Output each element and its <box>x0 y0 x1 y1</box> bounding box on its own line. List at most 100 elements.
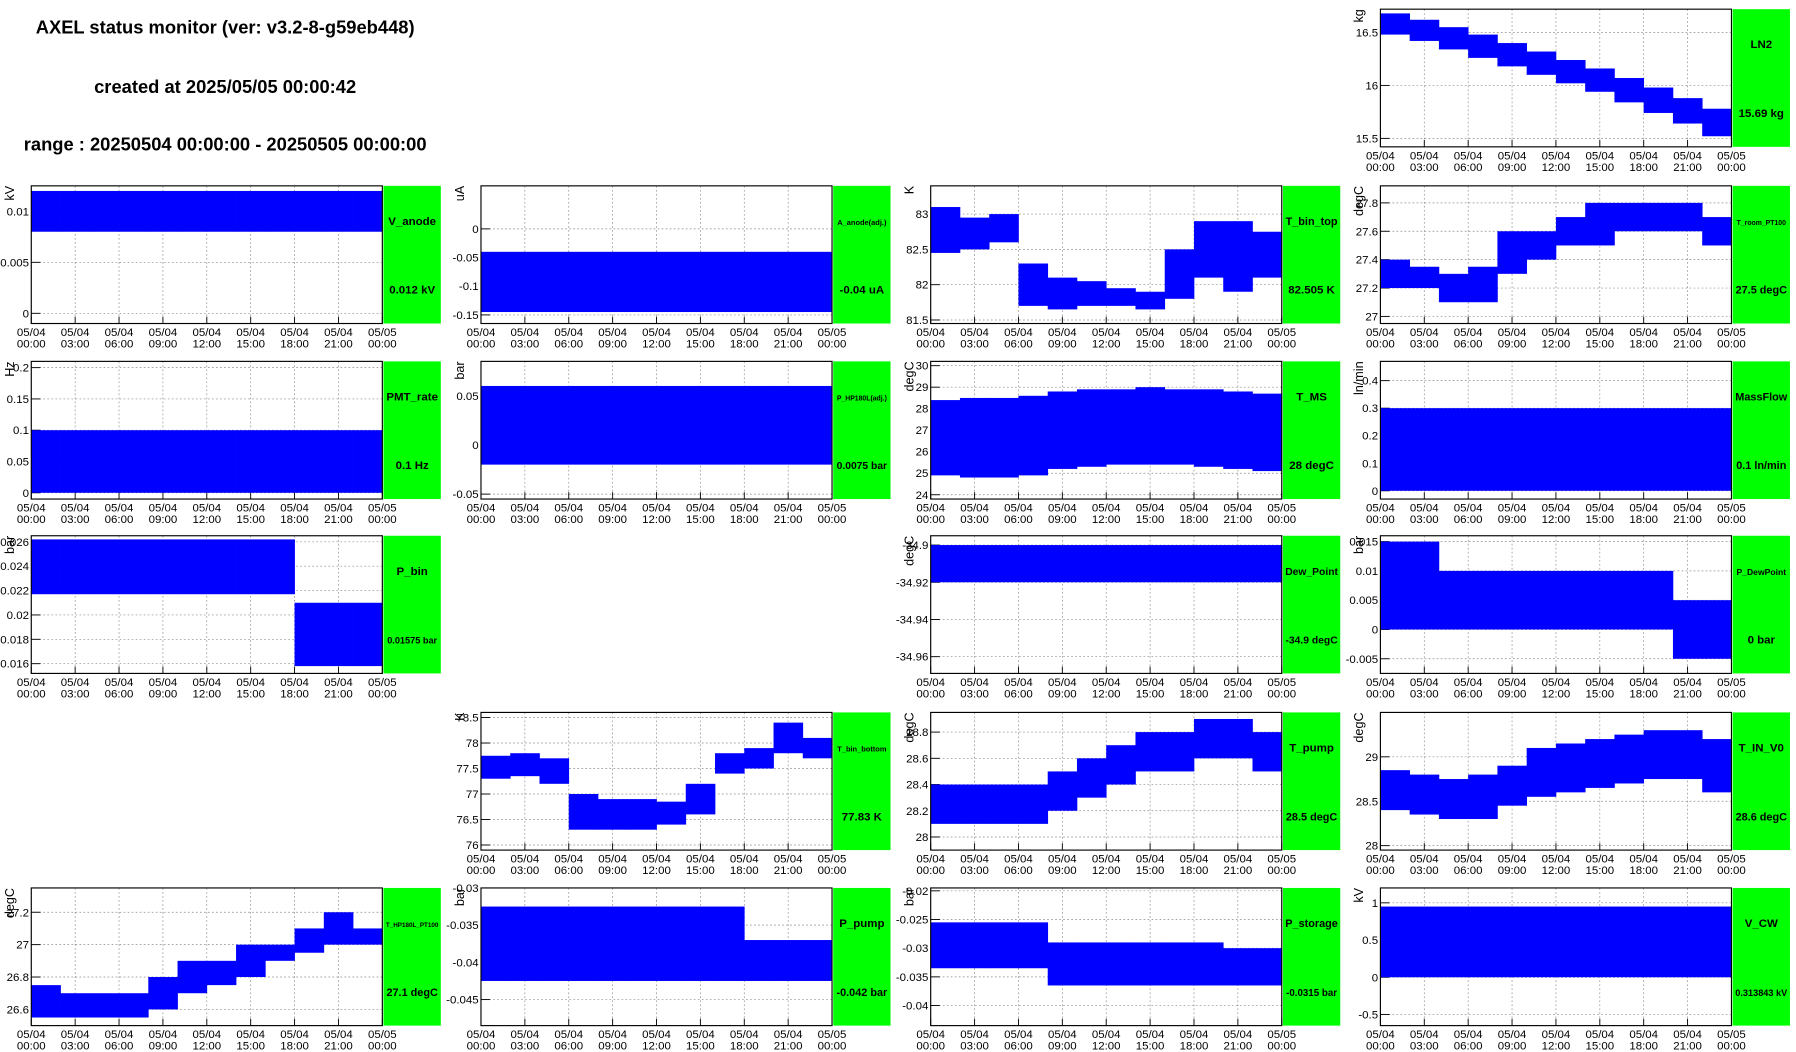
x-tick-time: 21:00 <box>1673 1041 1702 1052</box>
x-tick-time: 06:00 <box>1004 514 1033 526</box>
data-band <box>1526 906 1557 978</box>
x-tick-date: 05/04 <box>1410 150 1439 162</box>
x-tick-time: 03:00 <box>960 1041 989 1052</box>
data-band <box>1526 231 1557 260</box>
x-tick-time: 03:00 <box>511 865 540 877</box>
x-tick-time: 15:00 <box>686 339 715 351</box>
x-tick-date: 05/05 <box>1717 150 1746 162</box>
x-tick-date: 05/04 <box>1224 854 1253 866</box>
status-name: T_bin_top <box>1286 216 1338 228</box>
data-band <box>510 385 540 465</box>
data-band <box>1380 541 1411 630</box>
y-tick-label: 29 <box>1365 752 1378 764</box>
data-band <box>119 190 149 232</box>
x-tick-date: 05/05 <box>1267 1029 1296 1041</box>
data-band <box>1380 259 1411 289</box>
data-band <box>1106 942 1136 986</box>
x-tick-time: 00:00 <box>818 514 847 526</box>
data-band <box>119 430 149 493</box>
y-tick-label: -0.02 <box>902 886 928 898</box>
x-tick-time: 12:00 <box>642 339 671 351</box>
y-tick-label: -0.03 <box>453 883 479 895</box>
x-tick-date: 05/04 <box>642 327 671 339</box>
x-tick-date: 05/04 <box>1410 327 1439 339</box>
data-band <box>1643 906 1674 978</box>
data-band <box>1585 408 1615 491</box>
data-band <box>1555 408 1586 491</box>
panel: 2727.227.427.627.805/0400:0005/0403:0005… <box>1352 185 1790 351</box>
y-axis-unit: Hz <box>3 361 17 376</box>
x-tick-date: 05/04 <box>1180 327 1209 339</box>
x-tick-date: 05/04 <box>1136 854 1165 866</box>
x-tick-time: 00:00 <box>1366 1041 1395 1052</box>
data-band <box>1047 545 1078 583</box>
y-tick-label: 0.1 <box>13 425 29 437</box>
x-tick-date: 05/04 <box>1180 854 1209 866</box>
x-tick-date: 05/04 <box>960 854 989 866</box>
x-tick-time: 12:00 <box>1542 865 1571 877</box>
data-band <box>568 906 599 981</box>
x-tick-date: 05/04 <box>1048 677 1077 689</box>
status-name: P_HP180L(adj.) <box>837 395 887 402</box>
x-tick-date: 05/04 <box>467 327 496 339</box>
data-band <box>177 539 208 595</box>
x-tick-date: 05/04 <box>554 503 583 515</box>
x-tick-time: 00:00 <box>916 514 945 526</box>
status-box <box>1282 185 1341 324</box>
y-tick-label: 0.018 <box>0 634 29 646</box>
x-tick-date: 05/04 <box>1048 327 1077 339</box>
y-axis-unit: degC <box>1352 712 1366 742</box>
x-tick-time: 09:00 <box>149 339 178 351</box>
x-tick-time: 09:00 <box>149 514 178 526</box>
x-tick-time: 00:00 <box>1267 514 1296 526</box>
x-tick-time: 00:00 <box>1267 689 1296 701</box>
data-band <box>1409 906 1440 978</box>
status-box <box>833 185 891 324</box>
data-band <box>265 190 295 232</box>
x-tick-date: 05/04 <box>17 677 46 689</box>
x-tick-date: 05/05 <box>1267 677 1296 689</box>
y-axis-unit: ln/min <box>1352 361 1366 395</box>
x-tick-time: 06:00 <box>1454 1041 1483 1052</box>
x-tick-time: 15:00 <box>236 514 265 526</box>
x-tick-date: 05/04 <box>960 503 989 515</box>
status-value: 27.1 degC <box>386 987 438 999</box>
y-axis-unit: K <box>453 712 467 721</box>
x-tick-time: 06:00 <box>1004 689 1033 701</box>
x-tick-date: 05/04 <box>149 677 178 689</box>
plot-frame <box>1379 535 1733 674</box>
x-tick-time: 03:00 <box>960 689 989 701</box>
x-tick-time: 18:00 <box>1180 865 1209 877</box>
x-tick-date: 05/05 <box>1267 327 1296 339</box>
data-band <box>744 748 774 769</box>
y-tick-label: 0.2 <box>13 363 29 375</box>
x-tick-time: 18:00 <box>730 865 759 877</box>
x-tick-date: 05/04 <box>1048 1029 1077 1041</box>
x-tick-time: 12:00 <box>1542 1041 1571 1052</box>
x-tick-time: 09:00 <box>1048 1041 1077 1052</box>
data-band <box>1555 60 1586 84</box>
x-tick-date: 05/04 <box>1498 503 1527 515</box>
y-tick-label: 76 <box>466 840 479 852</box>
x-tick-time: 18:00 <box>730 514 759 526</box>
y-tick-label: -0.045 <box>446 995 479 1007</box>
data-band <box>1672 730 1703 780</box>
y-tick-label: 83 <box>916 209 929 221</box>
y-tick-label: 0.05 <box>456 391 478 403</box>
x-tick-time: 18:00 <box>280 339 309 351</box>
y-tick-label: 0 <box>23 308 29 320</box>
data-band <box>480 755 511 779</box>
data-band <box>1702 906 1732 978</box>
data-band <box>1106 288 1136 306</box>
x-tick-date: 05/04 <box>324 1029 353 1041</box>
data-band <box>959 545 990 583</box>
x-tick-time: 00:00 <box>17 339 46 351</box>
data-band <box>177 190 208 232</box>
x-tick-date: 05/04 <box>1454 677 1483 689</box>
y-axis-unit: bar <box>453 361 467 379</box>
x-tick-time: 21:00 <box>1673 865 1702 877</box>
data-band <box>1672 98 1703 124</box>
data-band <box>959 784 990 824</box>
data-band <box>1585 68 1615 92</box>
data-band <box>510 753 540 777</box>
